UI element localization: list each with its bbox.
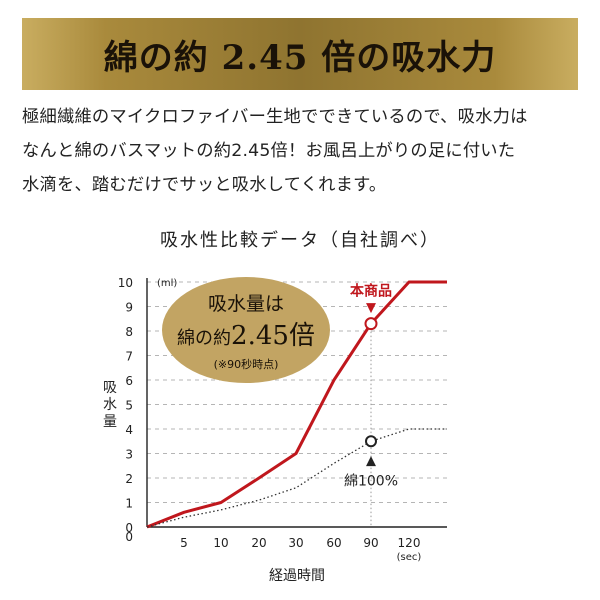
- y-axis-title-char: 吸: [103, 380, 117, 396]
- x-tick-label: 5: [180, 536, 188, 550]
- callout-note: (※90秒時点): [214, 357, 279, 371]
- callout-line2: 綿の約2.45倍: [177, 321, 315, 351]
- x-tick-label: 20: [251, 536, 266, 550]
- product-point-marker: [364, 317, 378, 331]
- y-axis-title-char: 水: [103, 397, 117, 413]
- x-tick-label: 0: [125, 530, 133, 544]
- y-tick-label: 9: [125, 301, 133, 315]
- x-tick-label: 90: [363, 536, 378, 550]
- y-axis-title-char: 量: [103, 414, 117, 430]
- product-label: 本商品: [350, 283, 392, 300]
- cotton-point-marker: [365, 435, 377, 448]
- y-tick-label: 1: [125, 497, 133, 511]
- headline-title: 綿の約 2.45 倍の吸水力: [103, 37, 497, 78]
- chart-title: 吸水性比較データ（自社調べ）: [160, 230, 440, 251]
- description-line: 水滴を、踏むだけでサッと吸水してくれます。: [22, 175, 387, 195]
- x-tick-label: 10: [213, 536, 228, 550]
- series-line-cotton: [146, 428, 447, 528]
- cotton-label: 綿100%: [344, 473, 398, 489]
- description-text: 極細繊維のマイクロファイバー生地でできているので、吸水力は なんと綿のバスマット…: [22, 100, 582, 202]
- headline-banner: 綿の約 2.45 倍の吸水力: [22, 18, 578, 90]
- y-tick-label: 4: [125, 423, 133, 437]
- y-tick-label: 2: [125, 472, 133, 486]
- callout-line1: 吸水量は: [208, 293, 284, 315]
- y-tick-label: 3: [125, 448, 133, 462]
- y-tick-label: 6: [125, 374, 133, 388]
- x-tick-label: 30: [288, 536, 303, 550]
- y-unit-label: (ml): [157, 278, 177, 289]
- y-tick-label: 0: [125, 521, 133, 535]
- y-tick-label: 7: [125, 350, 133, 364]
- description-line: なんと綿のバスマットの約2.45倍！お風呂上がりの足に付いた: [22, 141, 516, 161]
- x-axis-title: 経過時間: [269, 568, 325, 584]
- y-tick-label: 8: [125, 325, 133, 339]
- description-line: 極細繊維のマイクロファイバー生地でできているので、吸水力は: [22, 107, 528, 127]
- cotton-arrow: ▲: [366, 453, 376, 468]
- series-line-product: [146, 280, 447, 529]
- callout-ellipse: [162, 277, 330, 383]
- y-tick-label: 5: [125, 399, 133, 413]
- x-tick-label: 120: [398, 536, 421, 550]
- y-tick-label: 10: [118, 276, 133, 290]
- x-tick-label: 60: [326, 536, 341, 550]
- x-unit-label: (sec): [397, 552, 422, 563]
- product-arrow: ▼: [366, 301, 376, 316]
